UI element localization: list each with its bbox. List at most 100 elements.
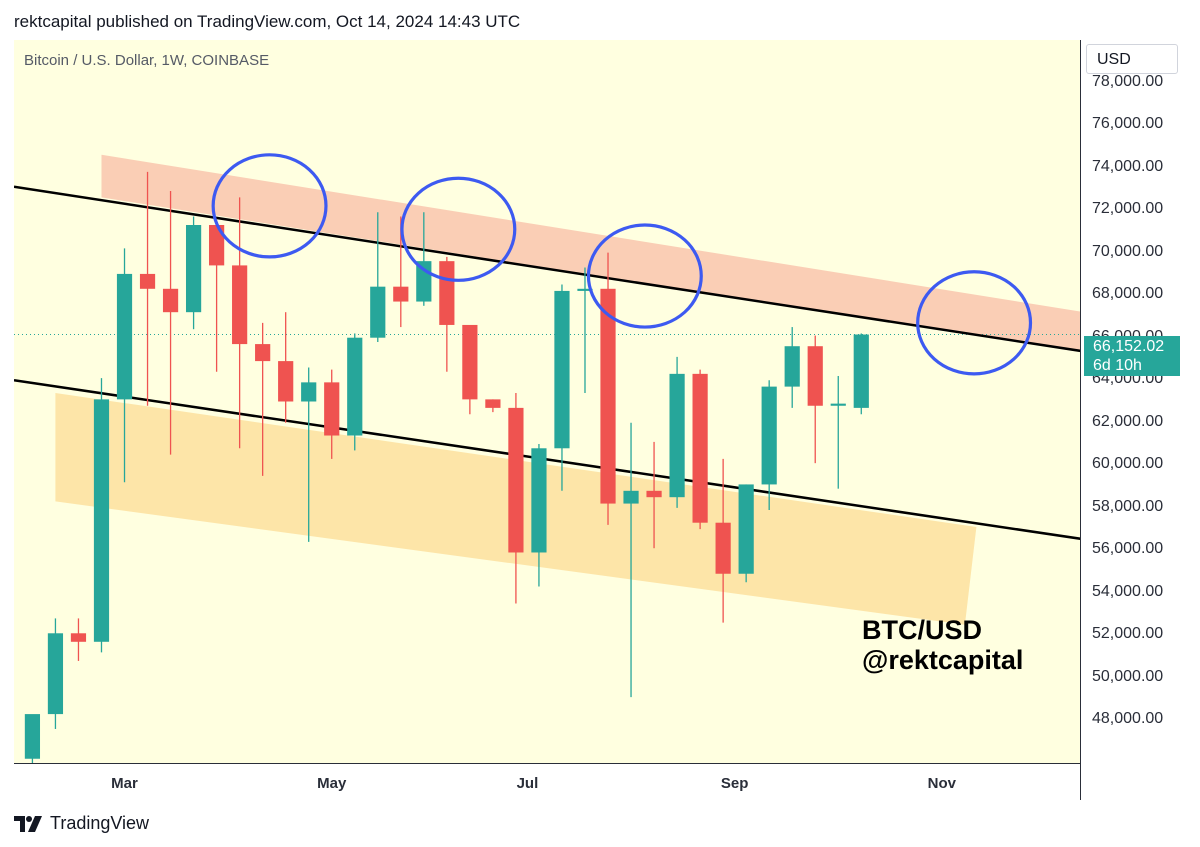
chart-plot-area[interactable] (13, 40, 1138, 774)
price-axis[interactable] (1080, 40, 1200, 763)
time-tick-label: Sep (720, 775, 749, 792)
candle-body (554, 290, 570, 449)
candle (70, 618, 87, 661)
candle (116, 248, 133, 483)
candle-body (70, 633, 87, 642)
candle (324, 369, 340, 459)
candle (600, 252, 616, 525)
candle-body (47, 633, 64, 715)
candle-body (393, 286, 409, 302)
candle-body (139, 273, 156, 289)
candle (370, 212, 386, 342)
time-tick-label: Jul (516, 775, 539, 792)
candle-body (324, 382, 340, 436)
current-price-value: 66,152.02 (1093, 338, 1165, 355)
candle-body (462, 324, 478, 400)
time-tick-label: May (317, 775, 347, 792)
candle (139, 171, 156, 406)
watermark: BTC/USD @rektcapital (862, 615, 1023, 675)
candlestick-chart[interactable] (13, 40, 1138, 774)
footer: TradingView (14, 813, 149, 834)
candle-body (715, 522, 731, 574)
price-tick-label: 54,000.00 (1092, 582, 1164, 600)
candle-body (531, 448, 547, 553)
price-tick-label: 70,000.00 (1092, 242, 1164, 260)
candle-body (508, 407, 524, 553)
candle-body (761, 386, 777, 485)
candle (185, 216, 202, 330)
resistance-zone (101, 154, 1138, 362)
candle (301, 367, 317, 542)
price-tick-label: 50,000.00 (1092, 667, 1164, 685)
candle-body (232, 265, 248, 345)
candle-body (278, 361, 294, 402)
price-tick-label: 76,000.00 (1092, 115, 1164, 133)
price-tick-label: 78,000.00 (1092, 72, 1164, 90)
candle-body (209, 225, 225, 266)
candle-body (439, 261, 455, 325)
bar-countdown: 6d 10h (1093, 357, 1142, 374)
candle-body (185, 225, 202, 313)
candle-body (370, 286, 386, 338)
candle (807, 335, 823, 464)
highlight-circle (586, 223, 703, 329)
price-tick-label: 62,000.00 (1092, 412, 1164, 430)
watermark-author: @rektcapital (862, 645, 1024, 675)
candle-body (93, 399, 110, 642)
candle-body (301, 382, 317, 402)
candle-body (24, 714, 41, 759)
candle (255, 322, 271, 476)
candle (531, 444, 547, 587)
candle (508, 392, 524, 604)
plot-background (14, 40, 1080, 763)
time-tick-label: Mar (111, 775, 138, 792)
candle (669, 356, 685, 508)
candle (209, 222, 225, 372)
candle (347, 333, 363, 451)
highlight-circle (211, 153, 328, 259)
candle (761, 380, 777, 510)
candle (738, 484, 754, 583)
candle-body (255, 344, 271, 362)
candle-body (807, 346, 823, 406)
time-axis[interactable] (14, 763, 1081, 800)
price-tick-label: 58,000.00 (1092, 497, 1164, 515)
candle (93, 378, 110, 653)
candle (715, 458, 731, 623)
candle (278, 312, 294, 423)
candle (462, 324, 478, 415)
candle (577, 267, 593, 393)
candle-body (623, 490, 639, 504)
candle (692, 369, 708, 530)
candle-body (669, 373, 685, 498)
lower-channel-line (13, 378, 1088, 541)
candle (24, 714, 41, 774)
candle (853, 333, 869, 415)
candle-body (784, 346, 800, 387)
candle (623, 422, 639, 698)
price-tick-label: 60,000.00 (1092, 455, 1164, 473)
candle (784, 327, 800, 408)
current-price-label: 66,152.02 6d 10h (1084, 336, 1180, 376)
price-tick-label: 52,000.00 (1092, 625, 1164, 643)
candle-body (830, 403, 846, 406)
candle-body (347, 337, 363, 436)
tradingview-logo-icon (14, 815, 42, 832)
candle-body (485, 399, 501, 408)
candle (646, 441, 662, 549)
highlight-circle (916, 270, 1033, 376)
time-tick-label: Nov (927, 775, 957, 792)
currency-selector[interactable]: USD (1086, 44, 1178, 74)
candle (232, 197, 248, 449)
candle (162, 190, 179, 455)
candle-body (577, 288, 593, 291)
price-tick-label: 74,000.00 (1092, 157, 1164, 175)
candle-body (853, 334, 869, 408)
published-header: rektcapital published on TradingView.com… (14, 12, 521, 31)
highlight-circle (400, 176, 517, 282)
footer-brand: TradingView (50, 813, 150, 833)
candle (47, 618, 64, 729)
watermark-pair: BTC/USD (862, 615, 982, 645)
price-tick-label: 48,000.00 (1092, 710, 1164, 728)
candle-body (162, 288, 179, 313)
